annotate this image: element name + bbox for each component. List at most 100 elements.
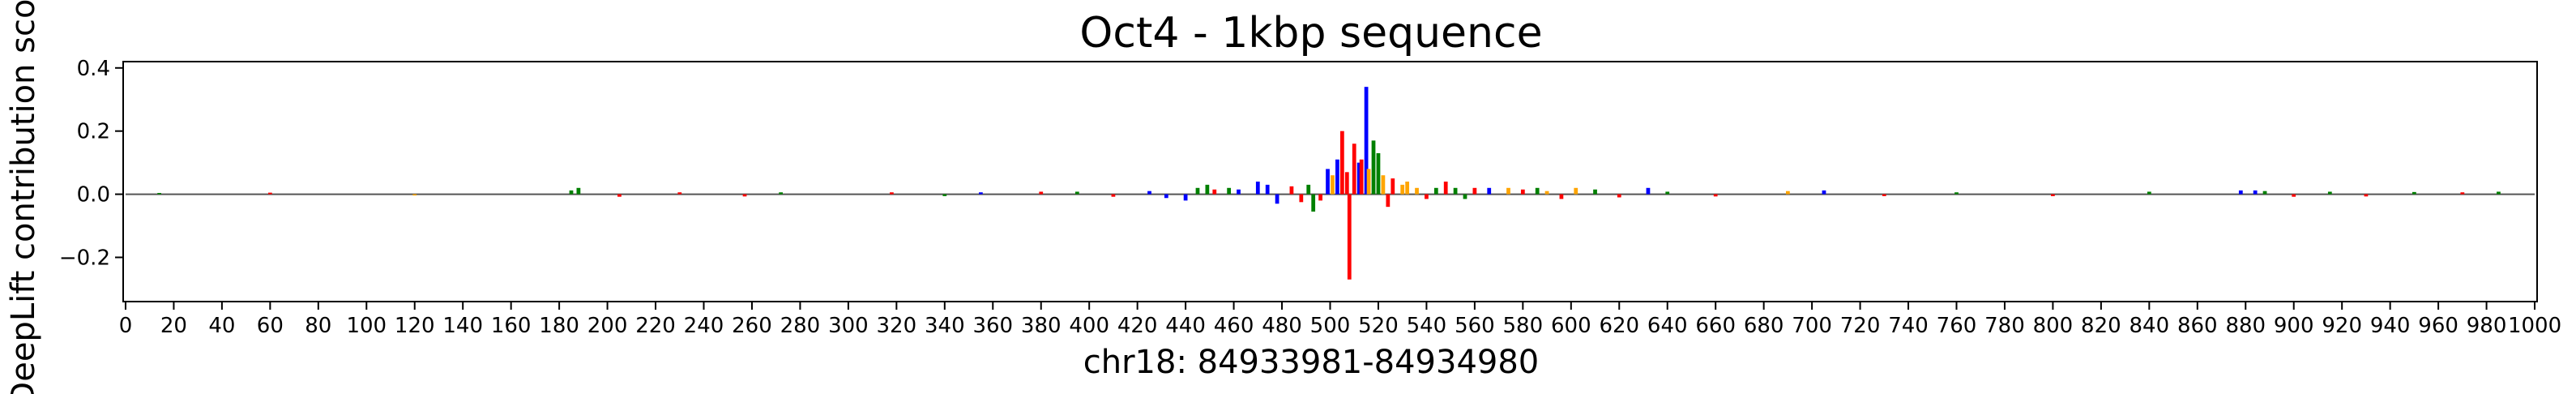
y-tick-label: 0.0 [77,183,110,208]
x-tick-label: 140 [442,314,483,338]
contribution-bar-318 [890,192,894,195]
contribution-bar-524 [1386,194,1391,208]
y-tick-label: 0.2 [77,120,110,144]
contribution-bar-491 [1306,184,1311,195]
x-tick-label: 100 [346,314,387,338]
contribution-bar-730 [1882,194,1886,196]
contribution-bar-340 [942,194,947,196]
x-tick-label: 80 [305,314,331,338]
x-tick-label: 280 [780,314,821,338]
contribution-bar-950 [2412,191,2416,195]
contribution-bar-915 [2327,191,2332,195]
x-tick-label: 620 [1599,314,1639,338]
x-tick-label: 60 [257,314,284,338]
contribution-bar-586 [1535,187,1540,195]
contribution-bar-14 [157,193,161,195]
contribution-bar-503 [1335,159,1339,195]
contribution-bar-522 [1381,175,1386,195]
x-tick-label: 500 [1310,314,1351,338]
x-tick-label: 20 [160,314,187,338]
contribution-bar-458 [1227,187,1232,195]
x-tick-label: 120 [395,314,435,338]
x-tick-label: 420 [1117,314,1158,338]
contribution-bar-536 [1415,187,1419,195]
contribution-bar-900 [2292,194,2296,197]
contribution-bar-60 [267,192,272,195]
x-tick-label: 180 [539,314,579,338]
contribution-bar-470 [1255,182,1260,195]
contribution-bar-395 [1074,191,1079,195]
x-tick-label: 40 [208,314,235,338]
contribution-bar-380 [1039,191,1044,195]
x-tick-label: 680 [1744,314,1784,338]
contribution-bar-580 [1520,189,1525,195]
contribution-bar-484 [1289,186,1294,195]
x-tick-label: 220 [635,314,676,338]
contribution-bar-760 [1954,192,1959,195]
contribution-bar-432 [1164,194,1168,199]
x-tick-label: 820 [2081,314,2121,338]
contribution-bar-493 [1311,194,1316,212]
contribution-bar-526 [1391,178,1395,195]
contribution-bar-705 [1822,190,1826,195]
x-tick-label: 880 [2225,314,2266,338]
x-tick-label: 640 [1647,314,1688,338]
contribution-bar-496 [1318,194,1322,201]
contribution-bar-620 [1617,194,1621,198]
contribution-bar-445 [1195,187,1200,195]
contribution-bar-120 [412,194,417,196]
contribution-bar-516 [1366,169,1371,195]
x-tick-label: 300 [828,314,869,338]
contribution-bar-513 [1359,159,1364,195]
contribution-bar-602 [1574,187,1578,195]
x-tick-label: 780 [1984,314,2025,338]
x-tick-label: 380 [1021,314,1062,338]
contribution-bar-462 [1237,189,1241,195]
contribution-bar-800 [2051,194,2055,196]
x-tick-label: 440 [1165,314,1206,338]
x-tick-label: 720 [1840,314,1881,338]
contribution-bar-520 [1376,152,1381,195]
x-tick-label: 260 [732,314,772,338]
x-tick-label: 920 [2322,314,2362,338]
contribution-bar-507 [1344,172,1349,195]
y-tick-label: 0.4 [77,57,110,81]
contribution-bar-690 [1786,191,1790,195]
contribution-bar-878 [2238,190,2243,195]
contribution-bar-499 [1326,169,1330,195]
contribution-bar-505 [1339,131,1344,195]
contribution-bar-840 [2147,191,2151,195]
contribution-bar-566 [1487,187,1492,195]
x-tick-label: 600 [1551,314,1591,338]
x-tick-label: 860 [2177,314,2218,338]
contribution-bar-257 [742,194,747,197]
contribution-bar-640 [1665,191,1670,195]
contribution-bar-510 [1352,143,1356,195]
contribution-bar-888 [2262,191,2267,195]
contribution-bar-508 [1347,194,1352,280]
x-tick-label: 560 [1455,314,1495,338]
x-tick-label: 160 [491,314,532,338]
x-axis-label: chr18: 84933981-84934980 [1083,344,1540,381]
contribution-bar-544 [1433,187,1438,195]
contribution-bar-205 [617,194,622,197]
y-axis: −0.2 0.0 0.2 0.4 [59,57,123,270]
contribution-bar-488 [1299,194,1304,203]
contribution-bar-512 [1356,162,1361,195]
contribution-bar-985 [2497,191,2501,195]
y-axis-label: DeepLift contribution score [5,0,42,394]
contribution-bar-556 [1463,194,1467,199]
contribution-bar-532 [1405,182,1410,195]
x-tick-label: 940 [2370,314,2411,338]
x-tick-label: 540 [1407,314,1447,338]
contribution-bar-474 [1265,184,1270,195]
contribution-bar-548 [1443,182,1448,195]
contribution-bar-410 [1111,194,1116,197]
contribution-bar-355 [979,192,983,195]
contribution-bar-930 [2364,194,2369,197]
contribution-bar-970 [2460,192,2465,195]
x-tick-label: 740 [1888,314,1929,338]
contribution-bar-440 [1183,194,1188,201]
contribution-bar-574 [1506,187,1510,195]
